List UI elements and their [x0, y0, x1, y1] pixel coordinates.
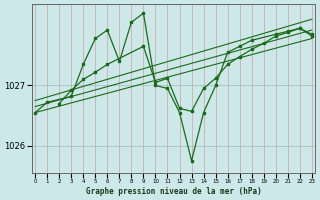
- X-axis label: Graphe pression niveau de la mer (hPa): Graphe pression niveau de la mer (hPa): [86, 187, 261, 196]
